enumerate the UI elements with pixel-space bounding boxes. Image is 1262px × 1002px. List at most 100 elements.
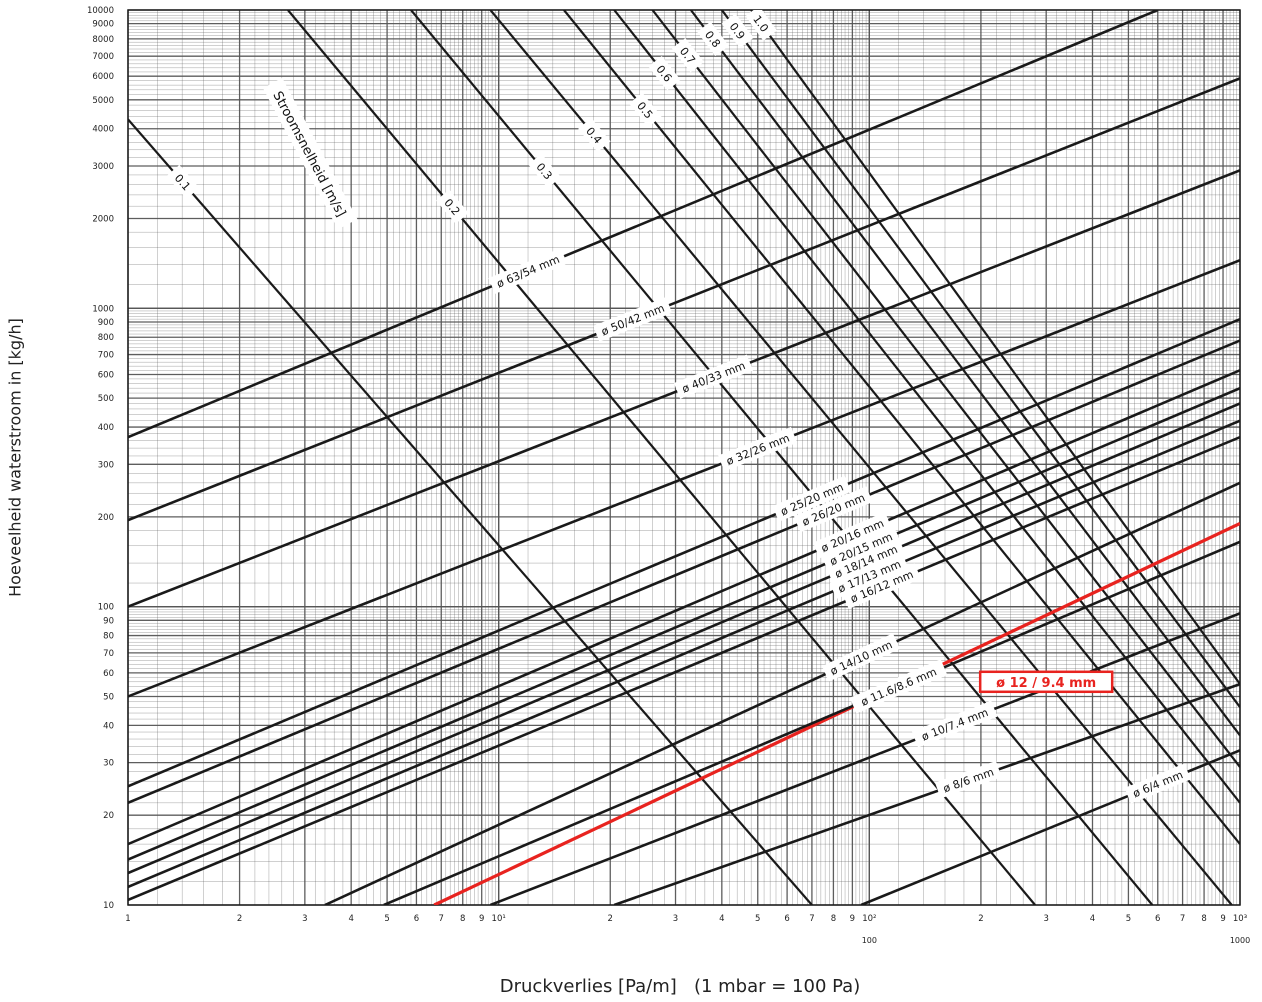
velocity-label: 1.0 (745, 10, 778, 41)
y-tick-label: 20 (103, 811, 114, 821)
velocity-label: 0.9 (721, 13, 754, 49)
x-tick-label: 5 (755, 914, 760, 924)
x-tick-label: 1 (125, 914, 130, 924)
pipe-line (128, 435, 1240, 902)
velocity-label-bg (578, 117, 611, 153)
pipe-label: ø 10/7.4 mm (911, 700, 998, 748)
y-tick-label: 400 (98, 423, 114, 433)
y-tick-label: 10000 (87, 6, 114, 16)
y-tick-label: 8000 (92, 35, 114, 45)
y-tick-label: 90 (103, 616, 114, 626)
plot-frame (127, 9, 1241, 906)
x-tick-label: 6 (784, 914, 789, 924)
pipe-label-bg (934, 760, 1002, 799)
x-tick-label: 3 (1043, 914, 1048, 924)
y-tick-label: 100 (98, 603, 114, 613)
pipe-line (128, 419, 1240, 889)
velocity-line-1-0 (750, 10, 1240, 685)
pipe-label-bg (849, 659, 948, 714)
pipe-line (324, 481, 1240, 905)
pipe-line-highlight (433, 522, 1240, 905)
velocity-label-bg (721, 13, 754, 49)
y-tick-label: 800 (98, 333, 114, 343)
x-tick-label: 10¹ (492, 914, 506, 924)
velocity-line-0-8 (689, 10, 1240, 737)
y-tick-label: 40 (103, 721, 114, 731)
y-tick-label: 9000 (92, 20, 114, 30)
pipe-label-bg (673, 354, 753, 399)
x-tick-label: 4 (348, 914, 353, 924)
x-subtick-label: 100 (862, 936, 877, 945)
pipe-label-bg (593, 296, 673, 342)
velocity-label-bg (671, 37, 705, 73)
velocity-label: 0.7 (671, 37, 705, 73)
y-tick-label: 200 (98, 513, 114, 523)
pipe-label-highlight-box (978, 670, 1114, 694)
x-tick-label: 10³ (1233, 914, 1247, 924)
x-tick-label: 8 (1201, 914, 1206, 924)
y-tick-label: 50 (103, 692, 114, 702)
velocity-label-bg (745, 10, 778, 41)
x-tick-label: 5 (1126, 914, 1131, 924)
pipe-line (128, 339, 1240, 805)
x-tick-label: 9 (850, 914, 855, 924)
x-tick-label: 3 (673, 914, 678, 924)
velocity-label: 0.6 (648, 56, 681, 91)
x-tick-label: 7 (809, 914, 814, 924)
x-tick-label: 10² (862, 914, 876, 924)
velocity-line-0-2 (287, 10, 1036, 905)
velocity-label-bg (528, 153, 561, 189)
velocity-line-0-4 (489, 10, 1233, 905)
y-tick-label: 30 (103, 759, 114, 769)
pipe-label-bg (821, 525, 901, 572)
y-tick-label: 600 (98, 371, 114, 381)
y-tick-label: 300 (98, 460, 114, 470)
y-tick-label: 80 (103, 632, 114, 642)
pipe-label-bg (821, 633, 901, 682)
x-tick-label: 4 (719, 914, 724, 924)
x-tick-label: 7 (439, 914, 444, 924)
pipe-label-bg (793, 486, 873, 533)
x-tick-label: 6 (414, 914, 419, 924)
y-axis-label: Hoeveelheid waterstroom in [kg/h] (5, 318, 25, 597)
velocity-label-bg (648, 56, 681, 91)
pipe-label-bg (829, 552, 909, 599)
x-tick-label: 9 (479, 914, 484, 924)
velocity-line-0-9 (720, 10, 1240, 708)
pipe-line (128, 386, 1240, 861)
velocity-title-bg (262, 77, 358, 230)
y-tick-label: 900 (98, 318, 114, 328)
pipe-line (383, 540, 1240, 905)
x-tick-label: 7 (1180, 914, 1185, 924)
x-tick-label: 3 (302, 914, 307, 924)
pipe-label-text: ø 14/10 mm (828, 638, 894, 678)
velocity-label: 0.2 (436, 189, 469, 224)
velocity-line-0-7 (651, 10, 1240, 768)
velocity-line-0-3 (410, 10, 1154, 905)
x-tick-label: 8 (831, 914, 836, 924)
velocity-label-bg (629, 92, 662, 128)
pipe-label-bg (911, 700, 998, 748)
y-tick-label: 5000 (92, 96, 114, 106)
velocity-label-bg (436, 189, 469, 224)
x-tick-label: 4 (1090, 914, 1095, 924)
pipe-label-bg (812, 512, 892, 559)
x-subtick-label: 1000 (1230, 936, 1250, 945)
x-tick-label: 6 (1155, 914, 1160, 924)
y-tick-label: 3000 (92, 162, 114, 172)
pipe-label-highlight-text: ø 12 / 9.4 mm (996, 676, 1096, 691)
pipe-line (489, 612, 1240, 905)
x-tick-label: 2 (608, 914, 613, 924)
pipe-label-highlight: ø 12 / 9.4 mm (978, 670, 1114, 694)
x-axis-label: Druckverlies [Pa/m] (1 mbar = 100 Pa) (499, 976, 861, 997)
pipe-line (128, 258, 1240, 698)
pipe-label-text: ø 8/6 mm (941, 766, 995, 796)
velocity-line-0-1 (128, 118, 813, 905)
pipe-label-bg (826, 538, 906, 585)
y-tick-label: 1000 (92, 304, 114, 314)
velocity-title: Stroomsnelheid [m/s] (262, 77, 358, 230)
pipe-label-bg (718, 426, 798, 472)
y-tick-label: 7000 (92, 52, 114, 62)
velocity-label: 0.5 (629, 92, 662, 128)
chart-lines: ø 63/54 mmø 50/42 mmø 40/33 mmø 32/26 mm… (128, 10, 1240, 905)
